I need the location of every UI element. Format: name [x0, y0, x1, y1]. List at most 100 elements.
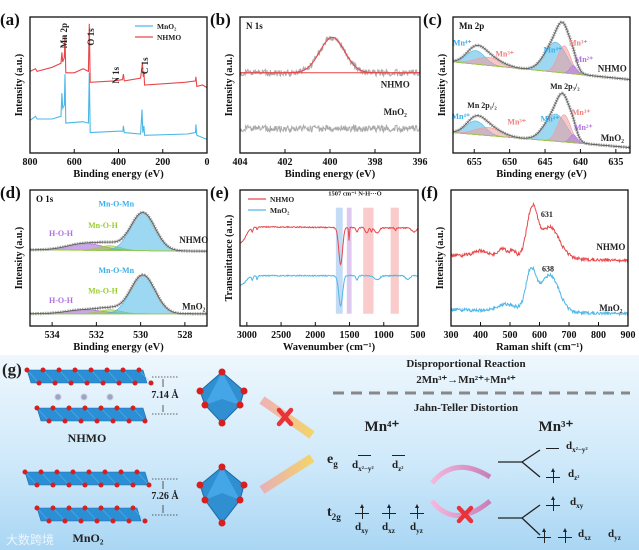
annotation: Mn-O-H — [88, 286, 119, 295]
fit-curve — [240, 36, 420, 74]
y-axis-label: Intensity (a.u.) — [224, 54, 235, 117]
annotation: C 1s — [140, 57, 150, 74]
band-highlight — [363, 207, 374, 314]
spin-up-electron — [355, 504, 369, 519]
series-d-1: MnO₂ — [29, 273, 207, 316]
plot-frame — [452, 16, 631, 154]
x-tick-label: 532 — [89, 330, 104, 341]
series-c-0: NHMO — [452, 20, 631, 82]
x-tick-label: 404 — [233, 157, 248, 168]
annotation: Mn⁴⁺ — [453, 39, 472, 48]
series-label: NHMO — [179, 235, 208, 245]
spin-up-electron — [546, 468, 560, 483]
x-tick-label: 700 — [562, 330, 577, 341]
y-axis-label: Intensity (a.u.) — [14, 54, 25, 117]
x-tick-label: 398 — [368, 157, 383, 168]
orbital-main: d — [578, 528, 585, 540]
orbital-sub: yz — [614, 534, 621, 543]
legend-entry: MnO₂ — [248, 206, 290, 215]
series-e-1 — [239, 274, 419, 308]
x-tick-label: 2000 — [305, 330, 325, 341]
ammonium-ions — [54, 393, 114, 401]
series-line — [239, 35, 421, 78]
series-a-1 — [29, 23, 208, 89]
panel-c: NHMO MnO₂ Mn⁴⁺ Mn³⁺ Mn⁴⁺ Mn³⁺ Mn²⁺ Mn 2p₃/₂ Mn 2… — [423, 10, 631, 180]
panel-b: NHMO MnO₂ 404 402 400 398 396 Binding energy (e… — [210, 10, 428, 180]
orbital-main: d — [566, 440, 573, 452]
series-line — [239, 225, 419, 267]
band-highlight — [346, 207, 352, 314]
x-tick-label: 300 — [444, 330, 459, 341]
x-tick-label: 500 — [503, 330, 518, 341]
energy-splitting-lines — [498, 449, 541, 536]
x-tick-label: 400 — [323, 157, 338, 168]
panel-g-schematic: (g) NHMO MnO₂ 7.14 Å 7.26 Å 大数跨境 Disprop… — [0, 355, 639, 550]
disproportional-title: Disproportional Reaction — [406, 358, 526, 370]
nhmo-structure-label: NHMO — [67, 431, 107, 445]
x-axis-label: Binding energy (eV) — [285, 169, 376, 180]
annotation: Mn³⁺ — [572, 108, 591, 117]
x-tick-label: 1000 — [374, 330, 394, 341]
x-tick-label: 640 — [573, 157, 588, 168]
x-tick-label: 402 — [278, 157, 293, 168]
annotation: 1507 cm⁻¹ N-H···O — [328, 190, 381, 197]
x-tick-label: 200 — [155, 157, 170, 168]
annotation: Mn⁴⁺ — [544, 45, 563, 54]
annotation: Mn 2p — [59, 23, 69, 48]
panel-label: (e) — [210, 183, 229, 202]
band-highlight — [335, 207, 343, 314]
orbital-sub: x²−y² — [572, 446, 588, 455]
spin-up-electron — [537, 528, 551, 543]
series-label: MnO₂ — [601, 133, 625, 143]
y-axis-label: Intensity (a.u.) — [14, 227, 25, 290]
annotation: Mn-O-Mn — [99, 199, 135, 208]
x-axis-label: Binding energy (eV) — [73, 342, 164, 353]
x-tick-label: 534 — [45, 330, 60, 341]
envelope-fit-line — [30, 212, 207, 252]
envelope-fit-line — [452, 92, 631, 148]
annotation: 631 — [541, 210, 553, 219]
panel-label: (b) — [210, 10, 231, 29]
annotation: 638 — [542, 265, 554, 274]
forbidden-cross-icon — [456, 505, 474, 524]
legend-label: NHMO — [157, 33, 181, 42]
series-line — [450, 201, 629, 264]
panel-subtitle: Mn 2p — [459, 21, 484, 31]
orbital-main: d — [392, 459, 399, 471]
mn4-label: Mn⁴⁺ — [364, 419, 400, 435]
spin-up-electron — [546, 496, 560, 511]
x-tick-label: 600 — [532, 330, 547, 341]
x-axis-label: Binding energy (eV) — [496, 169, 587, 180]
structure-drawing — [22, 367, 630, 536]
mno6-octahedron-nhmo — [196, 368, 248, 427]
legend-entry: NHMO — [135, 33, 181, 42]
nhmo-spacing: 7.14 Å — [151, 390, 179, 401]
x-axis-label: Wavenumber (cm⁻¹) — [283, 342, 376, 353]
series-line — [239, 123, 421, 134]
t2g-main: t — [327, 505, 332, 520]
mno2-layer-slab — [34, 405, 148, 424]
legend-label: MnO₂ — [157, 22, 177, 31]
legend-entry: MnO₂ — [135, 22, 177, 31]
orbital-sub: yz — [416, 527, 423, 536]
orbital-dx2y2: dx²−y² — [352, 459, 374, 473]
orbital-dxz: dxz — [382, 521, 395, 535]
annotation: Mn 2p₁/₂ — [467, 101, 497, 110]
annotation: Mn²⁺ — [574, 123, 593, 132]
annotation: H-O-H — [49, 229, 74, 238]
x-tick-label: 500 — [411, 330, 426, 341]
cycle-arrows — [430, 464, 492, 518]
mno2-layer-slab — [24, 367, 154, 386]
t2g-sub: 2g — [331, 511, 341, 522]
interlayer-spacing-markers — [152, 376, 178, 516]
annotation: Mn⁴⁺ — [451, 112, 470, 121]
x-axis-label: Raman shift (cm⁻¹) — [496, 342, 583, 353]
x-tick-label: 1500 — [340, 330, 360, 341]
series-label: MnO₂ — [182, 302, 206, 312]
x-tick-label: 400 — [111, 157, 126, 168]
spin-up-electron — [558, 528, 572, 543]
mno2-structure-label: MnO₂ — [72, 531, 104, 545]
annotation: Mn-O-H — [88, 221, 119, 230]
orbital-dxy-split: dxy — [570, 496, 583, 510]
y-axis-label: Transmittance (a.u.) — [224, 215, 235, 302]
